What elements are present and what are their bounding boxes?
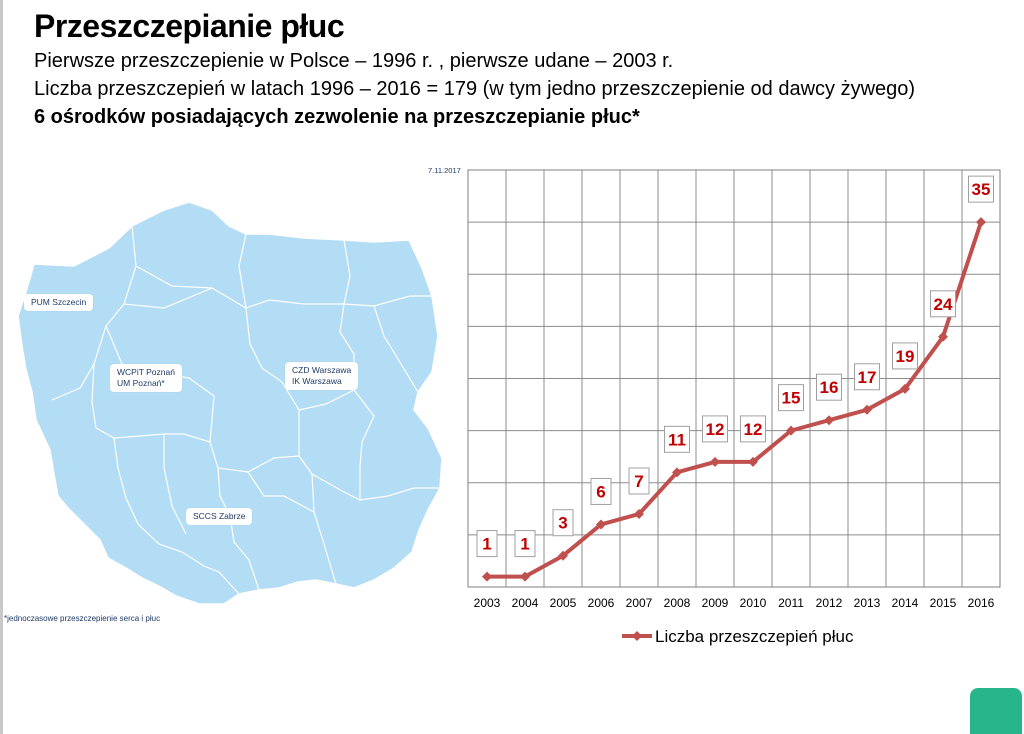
data-point-marker: [710, 456, 720, 467]
data-label-box: [816, 373, 842, 401]
data-point-marker: [786, 425, 796, 436]
date-label: 7.11.2017: [428, 166, 461, 175]
slide-title: Przeszczepianie płuc: [34, 8, 345, 44]
data-point-marker: [558, 550, 568, 561]
center-label-zabrze: SCCS Zabrze: [186, 508, 253, 525]
data-label-box: [740, 415, 766, 443]
data-label: 15: [782, 389, 801, 408]
x-tick-label: 2003: [474, 596, 501, 610]
data-point-marker: [596, 519, 606, 530]
data-label-box: [892, 342, 918, 370]
series-line-transplants: [487, 221, 983, 579]
x-tick-label: 2007: [626, 596, 653, 610]
data-label: 6: [596, 482, 605, 501]
data-label-box: [930, 290, 956, 318]
data-point-marker: [938, 331, 948, 342]
data-label: 7: [634, 472, 643, 491]
transplant-line-chart: 2003 2004 2005 2006 2007 2008 2009 2010 2011 2012…: [467, 169, 1001, 646]
x-tick-label: 2011: [778, 596, 804, 610]
data-label: 24: [934, 295, 953, 314]
legend-marker: [632, 631, 642, 641]
x-tick-label: 2013: [854, 596, 881, 610]
x-tick-label: 2006: [588, 596, 615, 610]
data-label-box: [514, 530, 536, 558]
left-border-line: [0, 0, 3, 734]
data-label: 35: [972, 180, 991, 199]
data-label: 17: [858, 368, 877, 387]
center-name-warszawa-czd: CZD Warszawa: [292, 365, 352, 375]
subtitle-transplant-count: Liczba przeszczepień w latach 1996 – 201…: [34, 78, 916, 100]
data-label-box: [778, 384, 804, 412]
center-name-warszawa-ik: IK Warszawa: [292, 376, 342, 386]
center-name-zabrze: SCCS Zabrze: [193, 511, 246, 521]
data-label: 3: [558, 514, 567, 533]
data-point-marker: [900, 383, 910, 394]
x-tick-label: 2012: [816, 596, 843, 610]
data-point-marker: [672, 467, 682, 478]
poland-outline: [17, 201, 443, 605]
data-label: 12: [706, 420, 725, 439]
x-tick-label: 2008: [664, 596, 691, 610]
center-name-szczecin: PUM Szczecin: [31, 297, 87, 307]
poland-map: [17, 201, 443, 605]
x-tick-label: 2010: [740, 596, 767, 610]
data-point-marker: [520, 571, 530, 582]
x-tick-label: 2016: [968, 596, 995, 610]
data-label: 12: [744, 420, 763, 439]
center-name-poznan-um: UM Poznań*: [117, 378, 165, 388]
x-tick-label: 2004: [512, 596, 539, 610]
data-label-box: [702, 415, 728, 443]
data-point-marker: [824, 415, 834, 426]
data-point-marker: [748, 456, 758, 467]
data-label-box: [552, 509, 574, 537]
data-point-marker: [634, 509, 644, 520]
x-tick-label: 2009: [702, 596, 729, 610]
data-label-box: [476, 530, 498, 558]
data-label-box: [854, 363, 880, 391]
data-label: 1: [520, 535, 529, 554]
data-label-box: [664, 425, 690, 453]
data-point-marker: [482, 571, 492, 582]
data-point-marker: [976, 217, 986, 228]
organization-logo: [970, 688, 1022, 734]
data-label: 16: [820, 378, 839, 397]
data-label: 11: [668, 430, 686, 449]
data-label-box: [968, 175, 994, 203]
data-label-box: [628, 467, 650, 495]
data-label-box: [590, 477, 612, 505]
center-label-poznan: WCPiT Poznań UM Poznań*: [110, 364, 182, 392]
subtitle-first-transplant: Pierwsze przeszczepienie w Polsce – 1996…: [34, 50, 674, 72]
footnote: *jednoczasowe przeszczepienie serca i pł…: [4, 614, 161, 623]
center-name-poznan-wcpit: WCPiT Poznań: [117, 367, 175, 377]
subtitle-centers: 6 ośrodków posiadających zezwolenie na p…: [34, 106, 640, 128]
center-label-szczecin: PUM Szczecin: [24, 294, 94, 311]
legend-label: Liczba przeszczepień płuc: [655, 627, 854, 646]
x-tick-label: 2015: [930, 596, 957, 610]
data-label: 19: [896, 347, 915, 366]
center-label-warszawa: CZD Warszawa IK Warszawa: [285, 362, 359, 390]
x-tick-label: 2014: [892, 596, 919, 610]
data-point-marker: [862, 404, 872, 415]
x-tick-label: 2005: [550, 596, 577, 610]
data-label: 1: [482, 535, 491, 554]
